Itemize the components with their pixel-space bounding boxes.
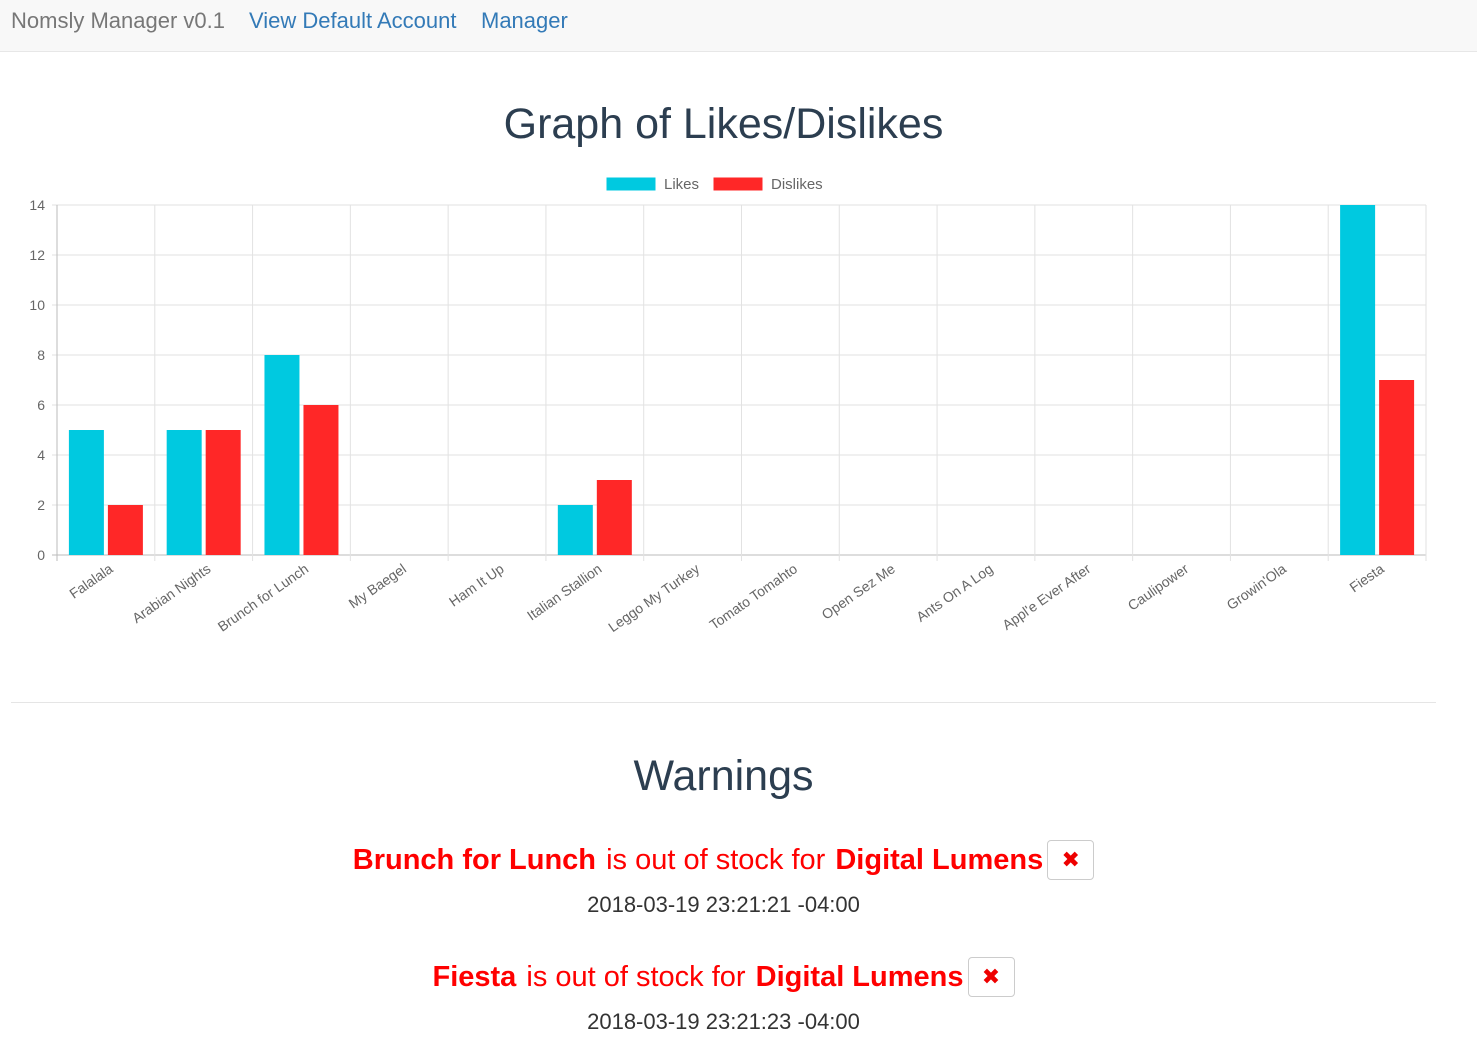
warning-message: Brunch for Lunch is out of stock for Dig… <box>352 840 1095 880</box>
navbar: Nomsly Manager v0.1 View Default Account… <box>0 0 1477 52</box>
times-icon: ✖ <box>981 964 1001 989</box>
warning-item-name: Fiesta <box>432 960 517 993</box>
dismiss-button[interactable]: ✖ <box>967 957 1015 997</box>
bar-likes <box>166 430 202 555</box>
warning-item-name: Brunch for Lunch <box>352 843 597 876</box>
x-tick-label: Open Sez Me <box>819 560 898 622</box>
x-tick-label: Tomato Tomahto <box>706 560 800 632</box>
y-tick-label: 6 <box>37 397 45 413</box>
bar-dislikes <box>107 505 143 555</box>
warning-item: Brunch for Lunch is out of stock for Dig… <box>0 840 1447 918</box>
y-tick-label: 0 <box>37 547 45 563</box>
warning-timestamp: 2018-03-19 23:21:23 -04:00 <box>587 1009 860 1034</box>
bar-likes <box>557 505 593 555</box>
y-tick-label: 14 <box>29 197 45 213</box>
times-icon: ✖ <box>1061 847 1080 872</box>
x-tick-label: Fiesta <box>1346 560 1387 595</box>
navbar-brand[interactable]: Nomsly Manager v0.1 <box>11 8 225 33</box>
dismiss-button[interactable]: ✖ <box>1047 840 1095 880</box>
warnings-title: Warnings <box>633 752 814 800</box>
warning-text: is out of stock for <box>518 960 754 993</box>
x-tick-label: Caulipower <box>1125 560 1192 613</box>
warning-timestamp: 2018-03-19 23:21:21 -04:00 <box>587 892 860 917</box>
y-tick-label: 4 <box>37 447 45 463</box>
y-tick-label: 2 <box>37 497 45 513</box>
y-tick-label: 12 <box>29 247 45 263</box>
bar-dislikes <box>1379 380 1415 555</box>
bar-likes <box>68 430 104 555</box>
bar-likes <box>1340 205 1376 555</box>
x-tick-label: Italian Stallion <box>524 560 605 623</box>
x-tick-label: Arabian Nights <box>129 560 213 626</box>
bar-dislikes <box>303 405 339 555</box>
bar-dislikes <box>205 430 241 555</box>
legend-swatch-dislikes <box>712 176 764 192</box>
nav-link-view-default-account[interactable]: View Default Account <box>249 8 457 33</box>
likes-dislikes-chart: 0 2 4 6 8 10 12 14 Falalala Arabian Nights Brunch … <box>29 176 1427 635</box>
warning-text: is out of stock for <box>598 843 834 876</box>
chart-title: Graph of Likes/Dislikes <box>503 100 944 148</box>
x-tick-label: Ants On A Log <box>913 560 996 624</box>
warning-message: Fiesta is out of stock for Digital Lumen… <box>432 957 1015 997</box>
nav-link-manager[interactable]: Manager <box>481 8 568 33</box>
legend-label-likes: Likes <box>664 176 699 193</box>
bar-likes <box>264 355 300 555</box>
warning-account: Digital Lumens <box>755 960 964 993</box>
x-tick-label: Leggo My Turkey <box>605 560 702 635</box>
x-tick-label: Ham It Up <box>446 560 507 609</box>
legend-label-dislikes: Dislikes <box>771 176 823 193</box>
x-tick-label: Brunch for Lunch <box>215 560 312 634</box>
warning-item: Fiesta is out of stock for Digital Lumen… <box>0 957 1447 1035</box>
section-divider <box>11 702 1436 703</box>
warning-account: Digital Lumens <box>835 843 1044 876</box>
x-tick-label: Falalala <box>66 560 116 601</box>
x-tick-label: Appl'e Ever After <box>999 560 1094 633</box>
bar-dislikes <box>596 480 632 555</box>
y-tick-label: 8 <box>37 347 45 363</box>
x-tick-label: My Baegel <box>346 560 409 611</box>
x-tick-label: Growin'Ola <box>1223 560 1289 613</box>
y-tick-label: 10 <box>29 297 45 313</box>
legend-swatch-likes <box>605 176 657 192</box>
